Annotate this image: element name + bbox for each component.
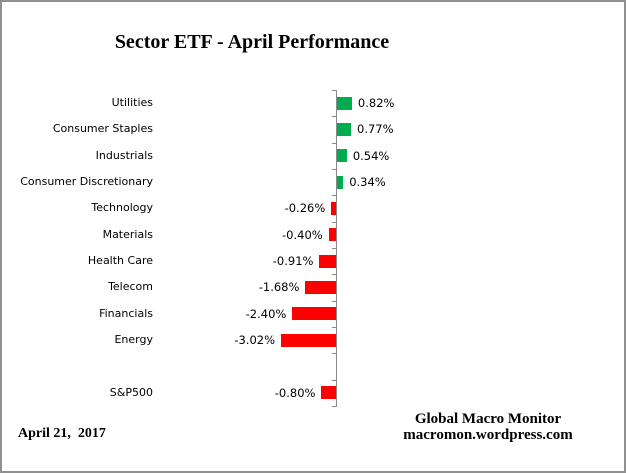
negative-bar — [281, 333, 336, 347]
axis-tick — [332, 274, 337, 276]
positive-bar — [337, 122, 351, 136]
credit-line-1: Global Macro Monitor — [414, 411, 562, 427]
value-label: 0.34% — [349, 175, 386, 190]
category-label: Consumer Staples — [52, 122, 153, 136]
positive-bar — [337, 96, 352, 110]
negative-bar — [321, 386, 336, 400]
category-label: Telecom — [108, 280, 153, 294]
value-label: -2.40% — [245, 306, 287, 321]
category-label: Industrials — [95, 148, 153, 162]
footer-date: April 21, 2017 — [18, 426, 106, 441]
value-label: -0.91% — [272, 254, 314, 269]
category-label: Health Care — [87, 254, 153, 268]
axis-tick — [332, 142, 337, 144]
axis-tick — [332, 326, 337, 328]
value-label: -0.40% — [282, 227, 323, 242]
negative-bar — [328, 228, 336, 242]
axis-tick — [332, 168, 337, 170]
axis-tick — [332, 221, 337, 223]
axis-tick — [332, 116, 337, 118]
credit-line-2: macromon.wordpress.com — [403, 427, 573, 443]
negative-bar — [305, 280, 336, 294]
axis-tick — [332, 353, 337, 355]
axis-tick — [332, 379, 337, 381]
category-label: Financials — [99, 306, 153, 320]
axis-tick — [332, 195, 337, 197]
value-label: -3.02% — [234, 333, 276, 348]
negative-bar — [331, 201, 336, 215]
value-label: 0.77% — [357, 122, 394, 137]
value-label: -0.26% — [284, 201, 326, 216]
category-label: Technology — [91, 201, 153, 215]
value-label: -1.68% — [258, 280, 300, 295]
negative-bar — [292, 307, 336, 321]
category-label: Energy — [114, 333, 153, 347]
axis-tick — [332, 247, 337, 249]
category-label: Utilities — [111, 96, 153, 110]
negative-bar — [319, 254, 336, 268]
category-label: S&P500 — [109, 385, 153, 399]
positive-bar — [337, 149, 347, 163]
value-label: 0.54% — [352, 148, 390, 163]
axis-tick — [332, 90, 337, 91]
axis-tick — [332, 405, 337, 407]
category-label: Materials — [102, 227, 153, 241]
footer-credit: Global Macro Monitor macromon.wordpress.… — [380, 411, 596, 443]
value-label: 0.82% — [357, 96, 395, 111]
positive-bar — [337, 175, 344, 189]
axis-tick — [332, 300, 337, 302]
value-label: -0.80% — [274, 385, 316, 400]
chart-title: Sector ETF - April Performance — [114, 31, 390, 53]
category-label: Consumer Discretionary — [20, 175, 153, 189]
